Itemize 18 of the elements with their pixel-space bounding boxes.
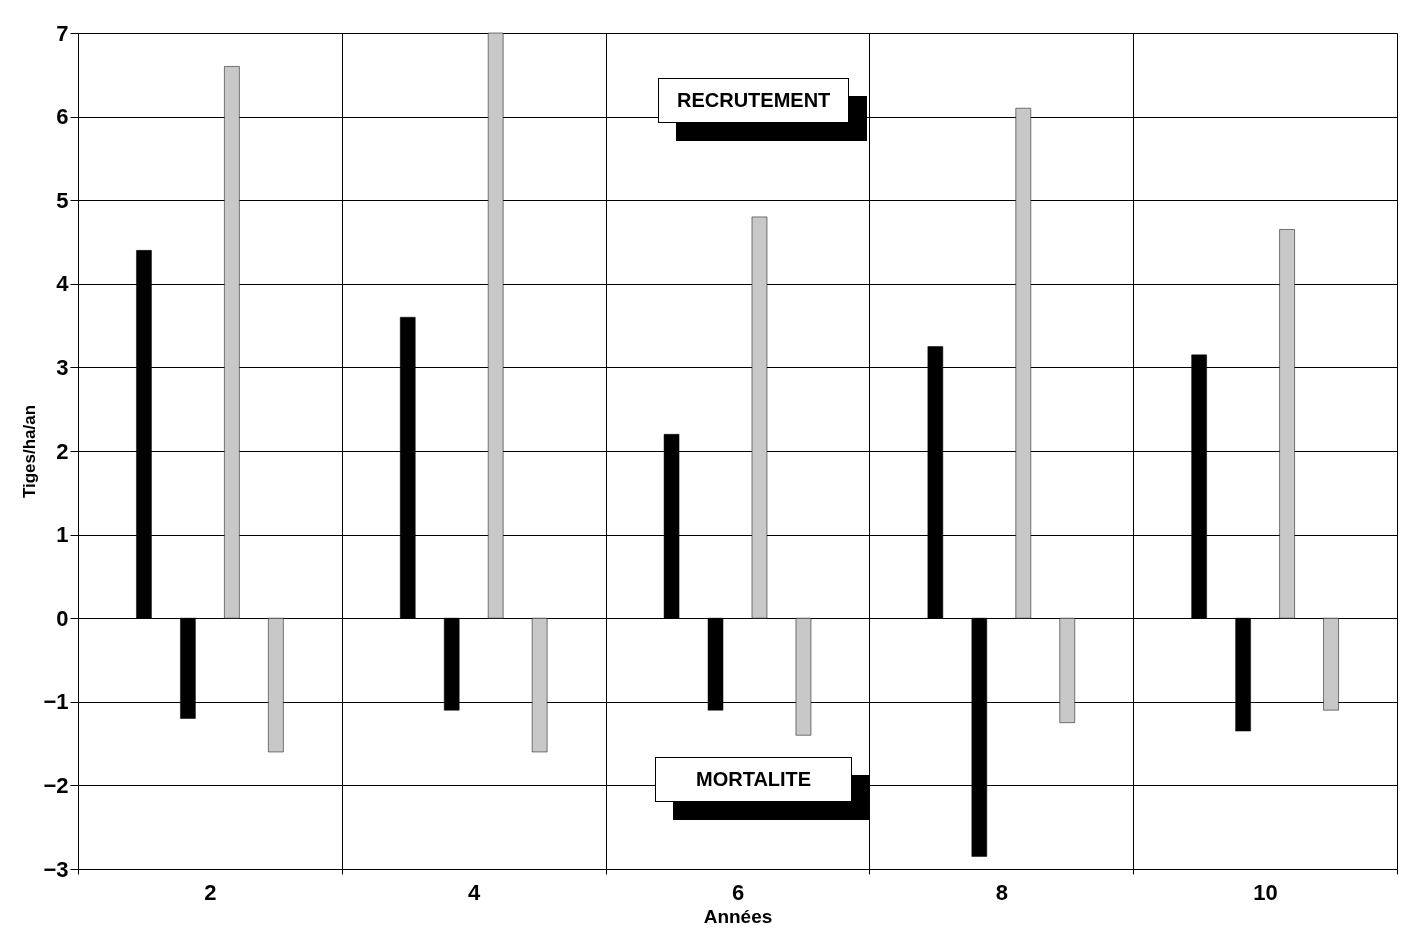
x-tick-label: 4	[468, 879, 482, 905]
x-tick-label: 10	[1253, 879, 1278, 905]
y-tick-label: 0	[56, 605, 69, 631]
y-tick-label: 2	[56, 438, 69, 464]
x-tick-label: 6	[731, 879, 745, 905]
y-tick-label: −3	[43, 856, 69, 882]
y-tick-label: −1	[43, 689, 69, 715]
y-tick-label: 1	[56, 522, 69, 548]
y-tick-label: 5	[56, 187, 69, 213]
y-tick-label: 6	[56, 104, 69, 130]
y-tick-label: −2	[43, 772, 69, 798]
x-tick-label: 8	[995, 879, 1008, 905]
y-tick-label: 4	[56, 271, 70, 297]
y-tick-label: 7	[56, 20, 69, 46]
x-tick-label: 2	[204, 879, 217, 905]
y-tick-label: 3	[56, 354, 69, 380]
y-axis-title: Tiges/ha/an	[20, 404, 40, 499]
x-axis-title: Années	[703, 905, 773, 927]
